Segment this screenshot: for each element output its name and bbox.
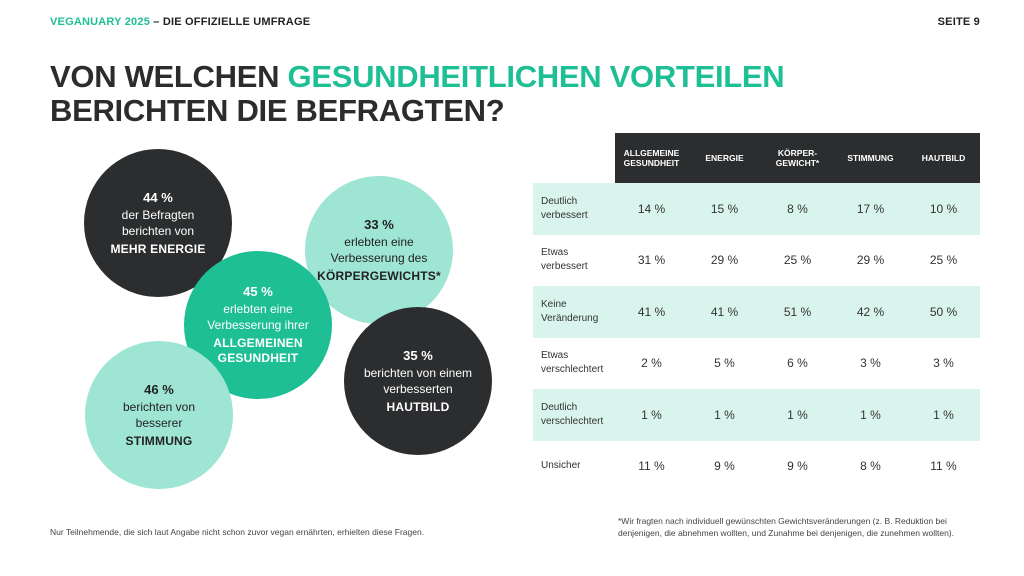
header-subtitle: – DIE OFFIZIELLE UMFRAGE (150, 16, 311, 28)
table-cell: 29 % (710, 253, 739, 268)
table-cell: 29 % (856, 253, 885, 268)
table-cell: 41 % (615, 286, 688, 338)
table-cell: 15 % (688, 183, 761, 235)
bubble-gesundheit-text: erlebten eine Verbesserung ihrer (207, 302, 309, 332)
title-line1-pre: VON WELCHEN (50, 59, 288, 94)
table-cell: 9 % (787, 459, 808, 474)
table-row: Keine Veränderung 41 % 41 % 51 % 42 % 50… (533, 286, 980, 338)
table-cell: 10 % (907, 183, 980, 235)
bubble-energie-text: der Befragten berichten von (121, 207, 195, 238)
table-cell: 42 % (834, 286, 907, 338)
table-cell: 1 % (834, 389, 907, 441)
bubble-stimmung-pct: 46 % (144, 381, 174, 397)
bubble-stimmung-highlight: STIMMUNG (125, 433, 193, 448)
bubble-energie-highlight: MEHR ENERGIE (110, 241, 206, 256)
page-number: SEITE 9 (937, 16, 980, 28)
table-cell: 25 % (783, 253, 812, 268)
table-row: Etwas verbessert 31 % 29 % 25 % 29 % 25 … (533, 235, 980, 287)
brand-label: VEGANUARY 2025 (50, 16, 151, 28)
bubble-stimmung-text: berichten von besserer (122, 399, 196, 430)
bubble-hautbild: 35 % berichten von einem verbesserten HA… (344, 307, 492, 455)
row-label: Unsicher (541, 460, 581, 472)
table-cell: 8 % (860, 459, 881, 474)
title-line1-accent: GESUNDHEITLICHEN VORTEILEN (287, 59, 785, 94)
row-label: Deutlich verschlechtert (533, 389, 615, 441)
table-cell: 5 % (714, 356, 735, 371)
table-cell: 3 % (860, 356, 881, 371)
table-header-blank (533, 133, 615, 183)
bubble-hautbild-highlight: HAUTBILD (386, 399, 450, 414)
row-label: Keine Veränderung (533, 286, 615, 338)
table-cell: 2 % (641, 356, 662, 371)
table-row: Etwas verschlechtert 2 % 5 % 6 % 3 % 3 % (533, 338, 980, 390)
table-cell: 11 % (930, 459, 957, 474)
title-line2: BERICHTEN DIE BEFRAGTEN? (50, 93, 505, 128)
row-label: Deutlich verbessert (533, 183, 615, 235)
table-header-row: ALLGEMEINE GESUNDHEIT ENERGIE KÖRPER-GEW… (533, 133, 980, 183)
table-cell: 41 % (688, 286, 761, 338)
bubble-hautbild-text: berichten von einem verbesserten (363, 365, 473, 396)
table-header-energie: ENERGIE (688, 133, 761, 183)
row-label: Etwas verschlechtert (541, 350, 604, 376)
table-cell: 50 % (907, 286, 980, 338)
bubble-koerpergewicht: 33 % erlebten eine Verbesserung des KÖRP… (305, 176, 453, 324)
table-row: Unsicher 11 % 9 % 9 % 8 % 11 % (533, 441, 980, 493)
bubble-energie-pct: 44 % (143, 189, 173, 205)
table-cell: 1 % (761, 389, 834, 441)
bubble-stimmung: 46 % berichten von besserer STIMMUNG (85, 341, 233, 489)
bubble-gesundheit-highlight: ALLGEMEINEN GESUNDHEIT (213, 336, 303, 365)
table-cell: 8 % (761, 183, 834, 235)
bubble-hautbild-pct: 35 % (403, 347, 433, 363)
table-header-stimmung: STIMMUNG (834, 133, 907, 183)
bubble-gesundheit-pct: 45 % (243, 284, 273, 299)
table-cell: 6 % (787, 356, 808, 371)
table-cell: 1 % (907, 389, 980, 441)
table-row: Deutlich verbessert 14 % 15 % 8 % 17 % 1… (533, 183, 980, 235)
bubble-koerper-highlight: KÖRPERGEWICHTS* (317, 268, 441, 283)
table-cell: 3 % (933, 356, 954, 371)
header-left: VEGANUARY 2025 – DIE OFFIZIELLE UMFRAGE (50, 16, 310, 28)
bubble-koerper-pct: 33 % (364, 216, 394, 232)
row-label: Etwas verbessert (541, 247, 588, 273)
table-cell: 25 % (929, 253, 958, 268)
table-cell: 17 % (834, 183, 907, 235)
table-cell: 51 % (761, 286, 834, 338)
table-cell: 11 % (638, 459, 665, 474)
bubble-energie: 44 % der Befragten berichten von MEHR EN… (84, 149, 232, 297)
table-row: Deutlich verschlechtert 1 % 1 % 1 % 1 % … (533, 389, 980, 441)
table-cell: 31 % (637, 253, 666, 268)
results-table: ALLGEMEINE GESUNDHEIT ENERGIE KÖRPER-GEW… (533, 133, 980, 492)
footnote-left: Nur Teilnehmende, die sich laut Angabe n… (50, 527, 425, 537)
table-cell: 1 % (688, 389, 761, 441)
table-header-koerpergewicht: KÖRPER-GEWICHT* (761, 133, 834, 183)
table-cell: 14 % (615, 183, 688, 235)
table-header-hautbild: HAUTBILD (907, 133, 980, 183)
table-header-allgemeine-gesundheit: ALLGEMEINE GESUNDHEIT (615, 133, 688, 183)
bubble-koerper-text: erlebten eine Verbesserung des (330, 234, 428, 265)
footnote-right: *Wir fragten nach individuell gewünschte… (618, 516, 954, 538)
table-cell: 9 % (714, 459, 735, 474)
table-cell: 1 % (615, 389, 688, 441)
page-title: VON WELCHEN GESUNDHEITLICHEN VORTEILEN B… (50, 59, 785, 128)
